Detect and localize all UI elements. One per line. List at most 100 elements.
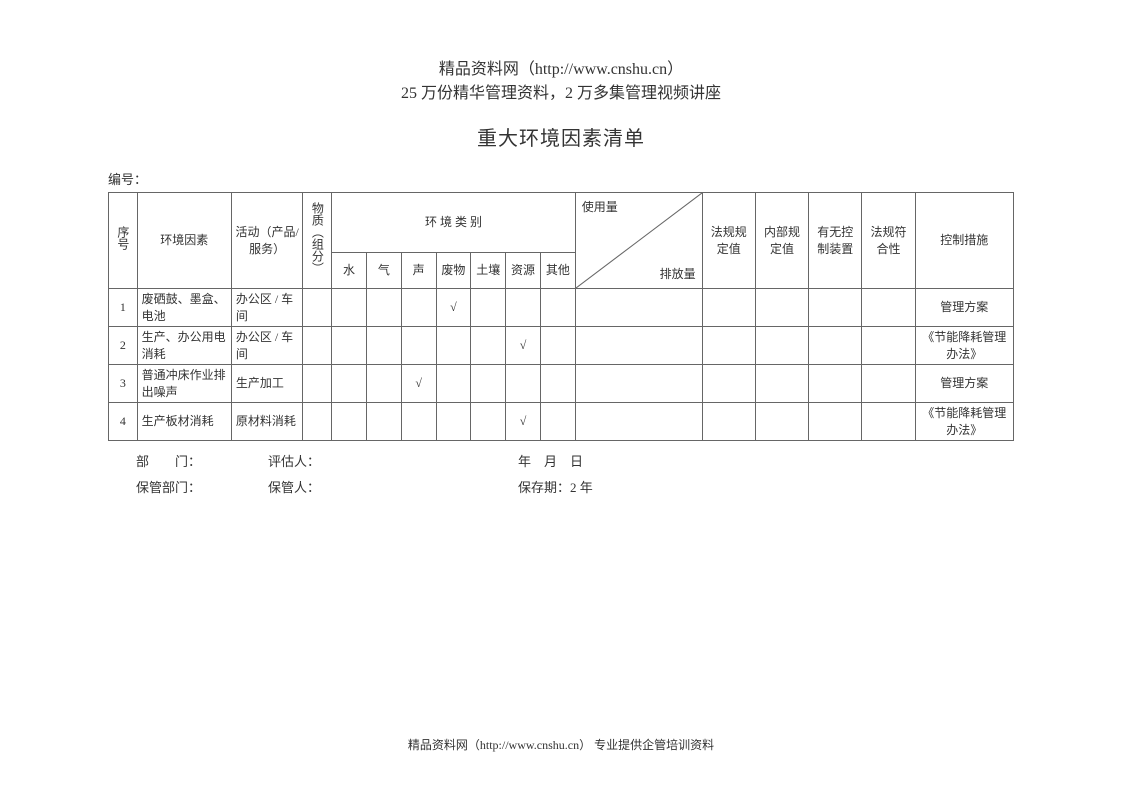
page-title: 重大环境因素清单 <box>0 122 1122 151</box>
cell-no: 3 <box>109 365 138 403</box>
cell-env-other <box>540 403 575 441</box>
table-row: 2生产、办公用电消耗办公区 / 车间√《节能降耗管理办法》 <box>109 327 1014 365</box>
cell-material <box>303 403 332 441</box>
env-air: 气 <box>366 253 401 289</box>
col-has-ctrl: 有无控制装置 <box>809 193 862 289</box>
cell-env-resource: √ <box>506 327 541 365</box>
cell-hasctrl <box>809 327 862 365</box>
cell-env-resource <box>506 289 541 327</box>
cell-env-waste: √ <box>436 289 471 327</box>
header-line1: 精品资料网（http://www.cnshu.cn） <box>0 58 1122 82</box>
cell-env-sound <box>401 289 436 327</box>
header-line2: 25 万份精华管理资料，2 万多集管理视频讲座 <box>0 82 1122 106</box>
cell-activity: 办公区 / 车间 <box>231 327 303 365</box>
cell-env-soil <box>471 327 506 365</box>
cell-compliance <box>862 403 915 441</box>
cell-env-air <box>366 403 401 441</box>
col-no: 序号 <box>109 193 138 289</box>
cell-env-water <box>332 403 367 441</box>
cell-env-sound <box>401 327 436 365</box>
cell-env-water <box>332 327 367 365</box>
col-material: 物质（组分） <box>303 193 332 289</box>
footer-assessor: 评估人： <box>268 449 518 475</box>
col-int-value: 内部规定值 <box>755 193 808 289</box>
cell-env-soil <box>471 365 506 403</box>
cell-env-soil <box>471 289 506 327</box>
cell-int <box>755 289 808 327</box>
cell-env-water <box>332 289 367 327</box>
footer-keeper: 保管人： <box>268 475 518 501</box>
cell-int <box>755 327 808 365</box>
cell-reg <box>702 365 755 403</box>
env-soil: 土壤 <box>471 253 506 289</box>
cell-int <box>755 403 808 441</box>
cell-env-other <box>540 327 575 365</box>
cell-material <box>303 289 332 327</box>
cell-compliance <box>862 289 915 327</box>
cell-env-waste <box>436 403 471 441</box>
header: 精品资料网（http://www.cnshu.cn） 25 万份精华管理资料，2… <box>0 0 1122 106</box>
cell-usage <box>575 327 702 365</box>
cell-env-other <box>540 289 575 327</box>
env-water: 水 <box>332 253 367 289</box>
footer-dept: 部 门： <box>136 449 268 475</box>
cell-env-air <box>366 289 401 327</box>
table-row: 3普通冲床作业排出噪声生产加工 √ 管理方案 <box>109 365 1014 403</box>
cell-env-air <box>366 365 401 403</box>
footer-lines: 部 门： 评估人： 年 月 日 保管部门： 保管人： 保存期：2 年 <box>136 449 1014 501</box>
cell-usage <box>575 365 702 403</box>
cell-compliance <box>862 327 915 365</box>
cell-activity: 原材料消耗 <box>231 403 303 441</box>
cell-hasctrl <box>809 365 862 403</box>
cell-int <box>755 365 808 403</box>
cell-env-other <box>540 365 575 403</box>
col-factor: 环境因素 <box>137 193 231 289</box>
cell-env-air <box>366 327 401 365</box>
cell-env-waste <box>436 365 471 403</box>
cell-hasctrl <box>809 403 862 441</box>
env-other: 其他 <box>540 253 575 289</box>
cell-env-sound: √ <box>401 365 436 403</box>
cell-no: 4 <box>109 403 138 441</box>
col-compliance: 法规符合性 <box>862 193 915 289</box>
cell-env-water <box>332 365 367 403</box>
cell-measure: 《节能降耗管理办法》 <box>915 403 1013 441</box>
cell-measure: 《节能降耗管理办法》 <box>915 327 1013 365</box>
cell-no: 2 <box>109 327 138 365</box>
cell-factor: 生产板材消耗 <box>137 403 231 441</box>
cell-factor: 废硒鼓、墨盒、电池 <box>137 289 231 327</box>
serial-label: 编号： <box>108 169 1122 188</box>
cell-usage <box>575 289 702 327</box>
table-row: 1废硒鼓、墨盒、电池办公区 / 车间 √ 管理方案 <box>109 289 1014 327</box>
table-row: 4生产板材消耗原材料消耗√《节能降耗管理办法》 <box>109 403 1014 441</box>
cell-measure: 管理方案 <box>915 289 1013 327</box>
cell-no: 1 <box>109 289 138 327</box>
cell-reg <box>702 327 755 365</box>
cell-env-soil <box>471 403 506 441</box>
cell-hasctrl <box>809 289 862 327</box>
cell-factor: 普通冲床作业排出噪声 <box>137 365 231 403</box>
cell-measure: 管理方案 <box>915 365 1013 403</box>
col-measure: 控制措施 <box>915 193 1013 289</box>
env-resource: 资源 <box>506 253 541 289</box>
cell-reg <box>702 289 755 327</box>
table-wrap: 序号 环境因素 活动（产品/服务） 物质（组分） 环 境 类 别 使用量 排放量… <box>108 192 1014 441</box>
cell-env-waste <box>436 327 471 365</box>
usage-label: 使用量 <box>582 199 618 215</box>
emission-label: 排放量 <box>660 266 696 282</box>
cell-env-sound <box>401 403 436 441</box>
cell-compliance <box>862 365 915 403</box>
cell-reg <box>702 403 755 441</box>
cell-activity: 生产加工 <box>231 365 303 403</box>
cell-env-resource <box>506 365 541 403</box>
footer-keeper-dept: 保管部门： <box>136 475 268 501</box>
env-table: 序号 环境因素 活动（产品/服务） 物质（组分） 环 境 类 别 使用量 排放量… <box>108 192 1014 441</box>
footer-date: 年 月 日 <box>518 449 583 475</box>
env-sound: 声 <box>401 253 436 289</box>
col-activity: 活动（产品/服务） <box>231 193 303 289</box>
footer-period: 保存期：2 年 <box>518 475 593 501</box>
col-reg-value: 法规规定值 <box>702 193 755 289</box>
cell-activity: 办公区 / 车间 <box>231 289 303 327</box>
bottom-note: 精品资料网（http://www.cnshu.cn） 专业提供企管培训资料 <box>0 736 1122 753</box>
cell-material <box>303 327 332 365</box>
